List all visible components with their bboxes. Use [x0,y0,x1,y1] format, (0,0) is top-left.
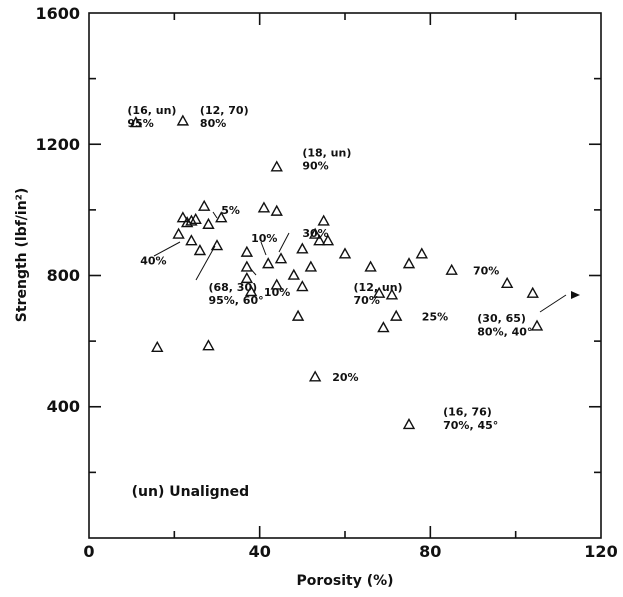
y-tick-label-800: 800 [47,266,80,285]
leader-5pct [212,211,218,219]
y-tick-label-1600: 1600 [35,4,80,23]
annotation-label: 95% [127,117,153,130]
data-point [445,263,458,275]
data-point [176,114,190,126]
data-point [270,278,283,290]
data-point [274,252,288,264]
x-tick-label-40: 40 [249,542,271,561]
x-tick-label-80: 80 [419,542,441,561]
leader-30-65 [539,294,567,313]
x-axis-label: Porosity (%) [296,573,393,589]
data-point [257,201,271,213]
data-point [321,234,335,246]
data-point [296,242,309,254]
annotation-label: 80% [200,117,226,130]
data-point [129,116,143,128]
data-point [338,247,352,259]
data-point [189,212,202,225]
data-point [372,286,386,298]
annotation-label: 95%, 60° [208,294,263,307]
data-points [129,114,544,430]
data-point [402,257,416,269]
data-point [202,217,215,229]
annotation-label: 40% [140,255,166,268]
data-point [415,247,428,259]
annotation-label: 25% [422,311,448,324]
data-point [308,370,322,382]
annotation-label: 70% [473,265,499,278]
data-point [526,286,539,298]
annotation-label: 30% [302,227,328,240]
annotation-label: (16, un) [127,104,176,117]
y-axis-label: Strength (lbf/in²) [14,188,30,322]
data-point [500,276,514,289]
y-tick-label-1200: 1200 [35,135,80,154]
x-tick-label-0: 0 [83,542,94,561]
annotation-label: 10% [251,232,277,245]
leader-40pct [153,241,181,257]
annotation-label: 90% [302,160,328,173]
annotation-label: (un) Unaligned [132,484,250,500]
data-point [308,227,322,239]
data-point [210,239,224,251]
data-point [240,271,254,284]
data-point [270,204,283,216]
leader-lines [153,211,572,313]
data-point [172,227,185,239]
data-point [402,417,416,430]
data-point [270,160,283,172]
data-point [287,268,300,280]
annotation-label: (30, 65) [477,312,526,325]
data-point [385,288,399,300]
annotation-label: 80%, 40° [477,325,532,338]
data-point [291,309,305,321]
arrow-head [571,291,580,299]
data-point [193,244,207,256]
data-point [185,214,198,226]
data-point [202,339,215,351]
data-point [364,260,377,272]
data-point [244,285,258,297]
annotation-label: (18, un) [302,146,351,159]
annotation-label: 5% [221,204,240,217]
x-tick-labels: 0 40 80 120 [83,542,617,561]
annotation-label: 70%, 45° [443,419,498,432]
leader-10pct-upper [260,241,267,256]
axis-ticks [89,13,601,538]
data-point [317,214,330,226]
x-tick-label-120: 120 [584,542,617,561]
data-point [304,260,318,272]
data-point [185,234,198,246]
data-point [240,245,254,257]
data-point [313,234,326,246]
data-point [198,199,211,211]
data-point [180,216,194,228]
data-point [240,260,254,272]
data-point [262,257,275,269]
data-point [390,309,403,321]
annotation-label: (12, un) [354,281,403,294]
annotations: (16, un)95% (12, 70)80% (18, un)90% 5% 40% 10… [127,104,532,500]
data-point [215,211,228,223]
annotation-label: (68, 30) [208,281,257,294]
leader-30pct [278,232,290,253]
plot-frame [88,12,602,539]
data-point [151,340,164,352]
data-point [296,280,309,292]
data-point [377,321,390,333]
annotation-label: 20% [332,371,358,384]
leader-68-30 [195,245,216,281]
data-point [176,211,190,223]
y-tick-labels: 400 800 1200 1600 [35,4,80,416]
annotation-label: (16, 76) [443,406,492,419]
annotation-label: 10% [264,286,290,299]
annotation-label: (12, 70) [200,104,249,117]
annotation-label: 70% [354,294,380,307]
data-point [530,319,544,331]
y-tick-label-400: 400 [47,397,80,416]
